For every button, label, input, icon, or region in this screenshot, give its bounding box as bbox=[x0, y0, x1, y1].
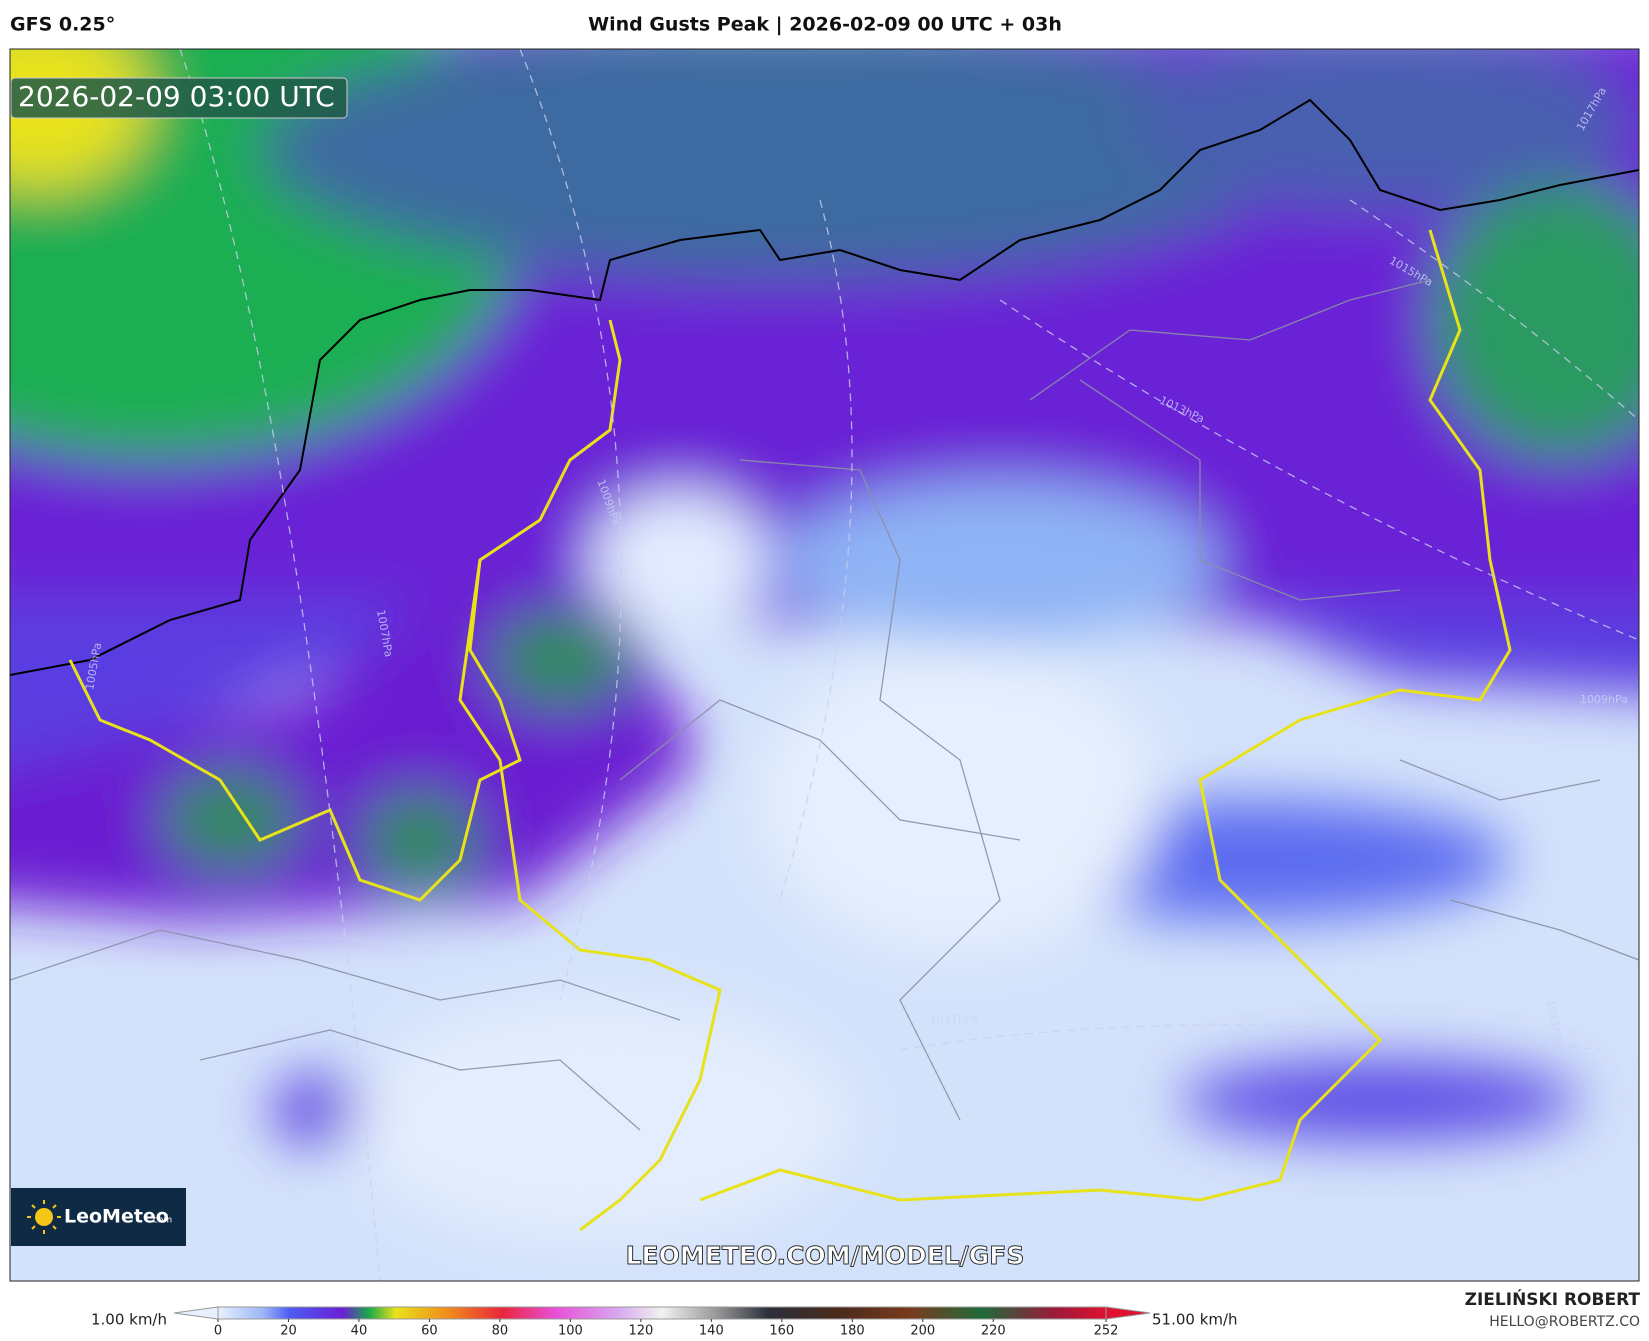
logo-sun bbox=[35, 1208, 53, 1226]
logo-suffix: .com bbox=[150, 1216, 172, 1226]
email: HELLO@ROBERTZ.CO bbox=[1489, 1314, 1640, 1330]
timestamp: 2026-02-09 03:00 UTC bbox=[18, 80, 335, 113]
colorbar-tick-label: 40 bbox=[351, 1324, 368, 1338]
colorbar-tick-label: 80 bbox=[492, 1324, 509, 1338]
colorbar-tick-label: 60 bbox=[421, 1324, 438, 1338]
colorbar-min-label: 1.00 km/h bbox=[91, 1311, 167, 1329]
timestamp-box bbox=[10, 77, 348, 119]
logo-name: LeoMeteo bbox=[64, 1206, 169, 1228]
colorbar-extend-high bbox=[1105, 1306, 1151, 1320]
colorbar-tick-label: 0 bbox=[214, 1324, 222, 1338]
colorbar-tick-label: 252 bbox=[1094, 1324, 1119, 1338]
colorbar-tick-label: 20 bbox=[280, 1324, 297, 1338]
colorbar: 0 20 40 60 80 100 120 140 160 180 200 220 252 bbox=[173, 1306, 1151, 1339]
colorbar-max-label: 51.00 km/h bbox=[1152, 1311, 1238, 1329]
colorbar-tick-label: 180 bbox=[840, 1324, 865, 1338]
colorbar-bar bbox=[217, 1306, 1107, 1320]
colorbar-tick-label: 120 bbox=[628, 1324, 653, 1338]
map-title: Wind Gusts Peak | 2026-02-09 00 UTC + 03… bbox=[588, 14, 1062, 36]
map: 1005hPa 1007hPa 1009hPa 1011hPa 1013hPa … bbox=[10, 49, 1639, 1281]
isobar-label: 1009hPa bbox=[1580, 693, 1628, 706]
colorbar-extend-low bbox=[173, 1306, 219, 1320]
colorbar-tick-label: 220 bbox=[981, 1324, 1006, 1338]
author: ZIELIŃSKI ROBERT bbox=[1465, 1288, 1641, 1310]
isobar-label: 1011hPa bbox=[930, 1013, 978, 1026]
colorbar-tick-label: 160 bbox=[769, 1324, 794, 1338]
watermark: LEOMETEO.COM/MODEL/GFS bbox=[626, 1241, 1025, 1270]
logo-rays bbox=[27, 1200, 61, 1234]
colorbar-tick-label: 140 bbox=[699, 1324, 724, 1338]
colorbar-tick-label: 100 bbox=[558, 1324, 583, 1338]
model-label: GFS 0.25° bbox=[10, 14, 115, 36]
colorbar-tick-label: 200 bbox=[910, 1324, 935, 1338]
